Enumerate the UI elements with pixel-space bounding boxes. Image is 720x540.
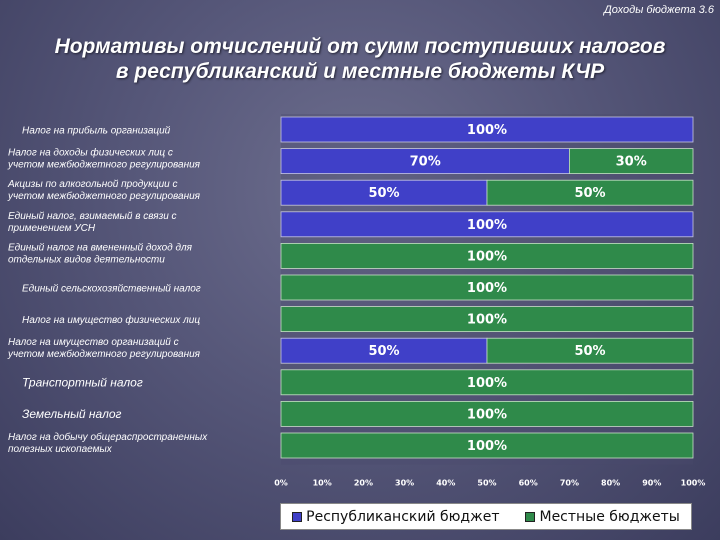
category-label: Налог на доходы физических лиц с (8, 147, 173, 159)
bar-republic (280, 211, 694, 238)
category-label: Налог на имущество физических лиц (22, 314, 200, 326)
bar-republic (280, 116, 694, 143)
x-tick-label: 50% (477, 479, 496, 488)
category-label: учетом межбюджетного регулирования (7, 348, 201, 360)
bar-local (280, 400, 694, 427)
data-label-republic: 100% (467, 123, 507, 138)
legend-item-republic: Республиканский бюджет (292, 509, 499, 525)
data-label-republic: 50% (368, 344, 399, 359)
bar-republic (280, 148, 570, 175)
category-label: полезных ископаемых (8, 444, 113, 455)
legend-label-local: Местные бюджеты (539, 508, 680, 525)
data-label-local: 100% (467, 249, 507, 264)
category-label: учетом межбюджетного регулирования (7, 190, 201, 202)
data-label-local: 100% (467, 439, 507, 454)
data-label-local: 50% (574, 186, 605, 201)
category-label: Налог на имущество организаций с (8, 337, 179, 348)
data-label-republic: 50% (368, 186, 399, 201)
data-label-local: 30% (616, 155, 647, 170)
category-label: Единый налог, взимаемый в связи с (8, 211, 177, 222)
chart-legend: Республиканский бюджет Местные бюджеты (280, 503, 692, 530)
x-tick-label: 100% (681, 479, 706, 488)
category-label: применением УСН (8, 223, 96, 234)
category-label: Земельный налог (22, 407, 122, 421)
bar-local (486, 337, 694, 364)
data-label-republic: 70% (410, 155, 441, 170)
category-label: Единый налог на вмененный доход для (8, 242, 193, 253)
data-label-local: 100% (467, 407, 507, 422)
x-tick-label: 40% (436, 479, 455, 488)
data-label-local: 100% (467, 376, 507, 391)
x-tick-label: 0% (274, 479, 288, 488)
category-label: учетом межбюджетного регулирования (7, 159, 201, 171)
x-tick-label: 60% (519, 479, 538, 488)
x-tick-label: 20% (354, 479, 373, 488)
category-label: Налог на добычу общераспространенных (8, 431, 208, 443)
bar-local (280, 242, 694, 269)
category-label: отдельных видов деятельности (8, 254, 165, 265)
bar-local (280, 369, 694, 396)
legend-label-republic: Республиканский бюджет (306, 508, 500, 525)
title-line-2: в республиканский и местные бюджеты КЧР (115, 60, 605, 83)
bar-local (280, 274, 694, 301)
bar-local (486, 179, 694, 206)
legend-item-local: Местные бюджеты (525, 508, 680, 525)
data-label-local: 100% (467, 313, 507, 328)
corner-label: Доходы бюджета 3.6 (604, 4, 714, 16)
legend-swatch-local (525, 511, 536, 522)
data-label-local: 50% (574, 344, 605, 359)
data-label-republic: 100% (467, 218, 507, 233)
category-label: Акцизы по алкогольной продукции с (7, 179, 178, 190)
page-title: Нормативы отчислений от сумм поступивших… (0, 34, 720, 84)
x-tick-label: 90% (642, 479, 661, 488)
bar-local (280, 432, 694, 459)
legend-swatch-republic (292, 511, 303, 522)
bar-local (569, 148, 694, 175)
category-label: Налог на прибыль организаций (22, 125, 171, 137)
title-line-1: Нормативы отчислений от сумм поступивших… (54, 35, 666, 58)
x-tick-label: 70% (560, 479, 579, 488)
x-tick-label: 30% (395, 479, 414, 488)
category-label: Единый сельскохозяйственный налог (22, 284, 201, 295)
category-label: Транспортный налог (22, 375, 143, 389)
data-label-local: 100% (467, 281, 507, 296)
x-tick-label: 10% (313, 479, 332, 488)
x-tick-label: 80% (601, 479, 620, 488)
bar-local (280, 306, 694, 333)
